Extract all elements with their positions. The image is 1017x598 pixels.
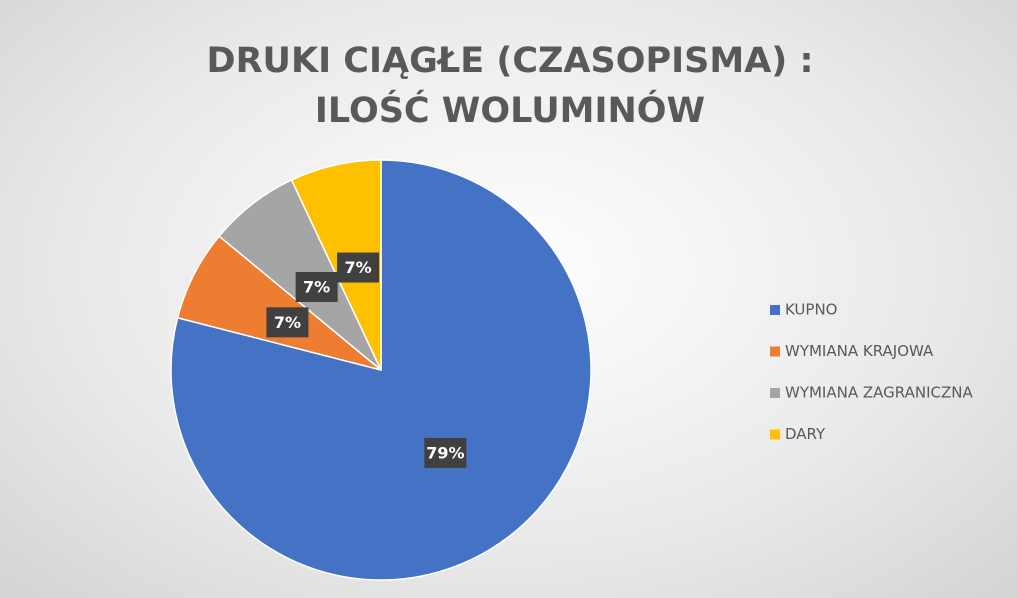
data-label-box xyxy=(424,437,467,468)
data-label: 7% xyxy=(274,313,301,332)
pie-slice xyxy=(290,159,382,371)
legend-swatch xyxy=(770,346,780,357)
data-label: 7% xyxy=(303,278,330,297)
legend-label: DARY xyxy=(785,425,826,443)
legend-swatch xyxy=(770,388,780,398)
legend-label: WYMIANA KRAJOWA xyxy=(785,342,934,360)
data-label-box xyxy=(337,252,380,283)
legend-swatch xyxy=(770,305,780,315)
data-label: 7% xyxy=(345,258,372,277)
data-label-box xyxy=(295,272,338,303)
legend-label: WYMIANA ZAGRANICZNA xyxy=(785,384,973,402)
chart-title: DRUKI CIĄGŁE (CZASOPISMA) : ILOŚĆ WOLUMI… xyxy=(206,41,814,131)
legend-swatch xyxy=(770,429,780,440)
data-label: 79% xyxy=(426,443,464,462)
legend-label: KUPNO xyxy=(785,301,838,319)
data-label-box xyxy=(266,307,309,338)
